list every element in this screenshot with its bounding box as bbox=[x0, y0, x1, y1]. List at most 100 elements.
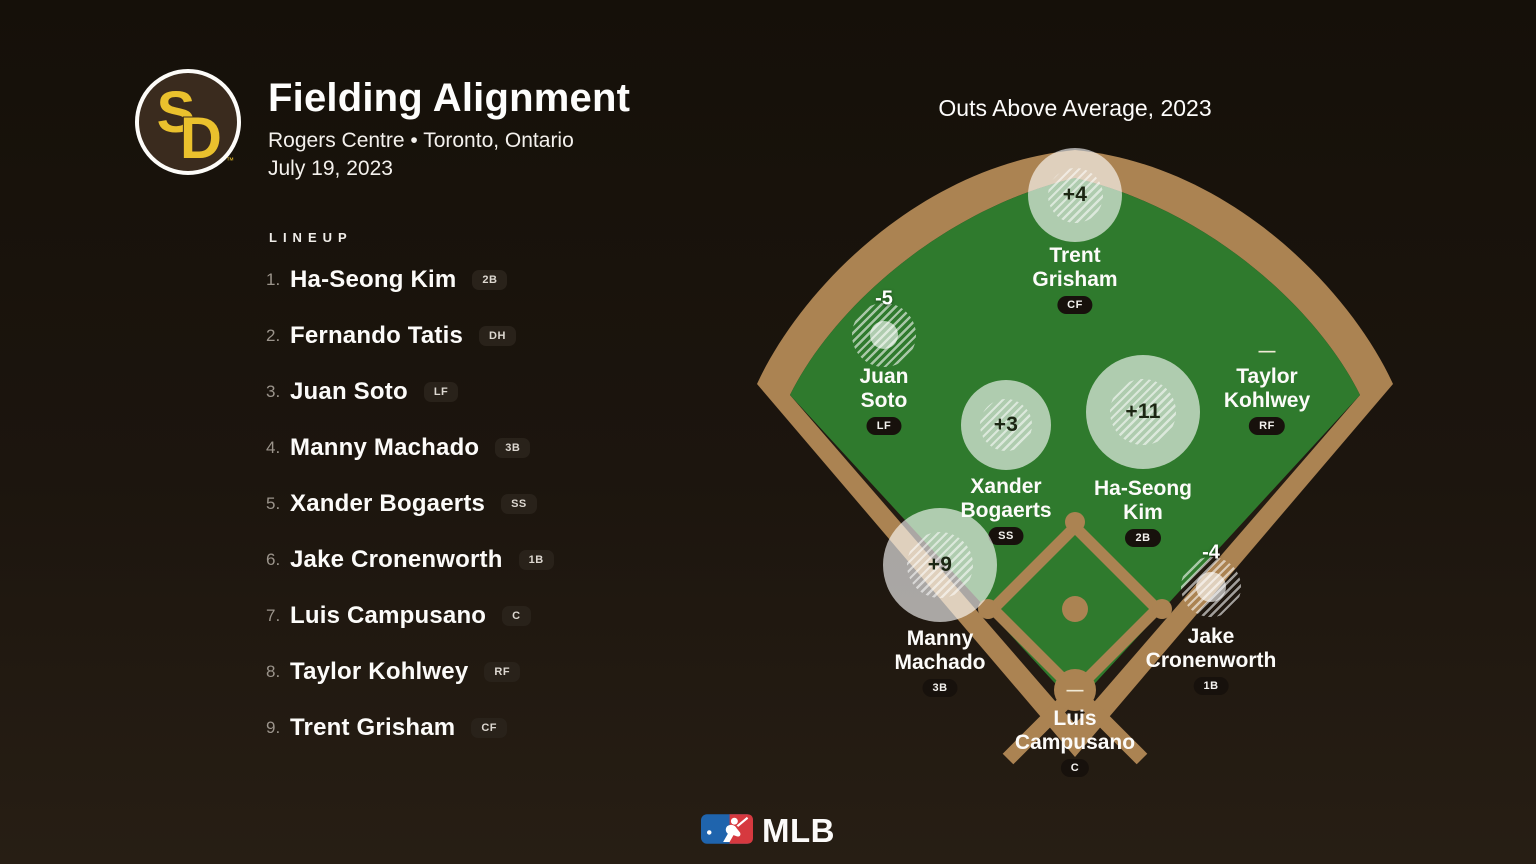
oaa-marker-1b bbox=[1181, 557, 1241, 617]
outfield-grass bbox=[790, 178, 1360, 705]
oaa-marker-2b: +11 bbox=[1086, 355, 1200, 469]
lineup-position-badge: SS bbox=[501, 494, 537, 514]
logo-trademark: ™ bbox=[226, 156, 234, 165]
page-title: Fielding Alignment bbox=[268, 76, 631, 120]
lineup-row: 7. Luis Campusano C bbox=[266, 588, 736, 644]
oaa-value: -4 bbox=[1202, 541, 1220, 564]
position-badge: 3B bbox=[922, 679, 958, 697]
lineup-player-name: Xander Bogaerts bbox=[290, 490, 486, 517]
team-logo: S D ™ bbox=[132, 66, 244, 178]
logo-letter-d: D bbox=[180, 106, 222, 171]
hatch-pattern bbox=[1110, 379, 1176, 445]
lineup-order: 4. bbox=[266, 438, 281, 457]
mlb-logo-icon bbox=[701, 813, 753, 849]
position-badge: LF bbox=[866, 417, 902, 435]
fielder-name: Bogaerts bbox=[960, 498, 1052, 522]
oaa-value: -5 bbox=[875, 287, 893, 310]
lineup-row: 4. Manny Machado 3B bbox=[266, 420, 736, 476]
hatch-pattern bbox=[1047, 167, 1103, 223]
fielder-name: Machado bbox=[894, 650, 986, 674]
lineup-order: 8. bbox=[266, 662, 281, 681]
marker-core bbox=[1196, 572, 1226, 602]
lineup-row: 5. Xander Bogaerts SS bbox=[266, 476, 736, 532]
lineup-order: 6. bbox=[266, 550, 281, 569]
lineup-position-badge: 3B bbox=[495, 438, 531, 458]
fielder-label-3b: Manny Machado 3B bbox=[894, 627, 986, 697]
lineup-player-name: Luis Campusano bbox=[290, 602, 487, 629]
game-date: July 19, 2023 bbox=[268, 157, 393, 180]
hatch-pattern bbox=[907, 532, 973, 598]
marker-core bbox=[870, 321, 898, 349]
field-diagram bbox=[757, 150, 1393, 765]
fielder-label-1b: Jake Cronenworth 1B bbox=[1145, 625, 1277, 695]
lineup-order: 2. bbox=[266, 326, 281, 345]
lineup-order: 9. bbox=[266, 718, 281, 737]
fielder-name: Campusano bbox=[1014, 730, 1136, 754]
lineup-list: 1. Ha-Seong Kim 2B 2. Fernando Tatis DH 3. Juan… bbox=[266, 252, 736, 756]
lineup-label: LINEUP bbox=[269, 230, 353, 245]
venue-text: Rogers Centre • Toronto, Ontario bbox=[268, 129, 574, 152]
mlb-wordmark: MLB bbox=[762, 812, 835, 849]
lineup-row: 8. Taylor Kohlwey RF bbox=[266, 644, 736, 700]
logo-letter-s: S bbox=[157, 80, 196, 145]
field-map: +4 Trent Grisham CF -5 Juan Soto LF +3 Xander Boga… bbox=[740, 130, 1440, 790]
lineup-player-name: Taylor Kohlwey bbox=[290, 658, 469, 685]
lineup-row: 9. Trent Grisham CF bbox=[266, 700, 736, 756]
fielder-name: Xander bbox=[970, 475, 1042, 498]
lineup-player-name: Trent Grisham bbox=[290, 714, 456, 741]
oaa-marker-3b: +9 bbox=[883, 508, 997, 622]
fielder-name: Trent bbox=[1049, 244, 1101, 267]
lineup-player-name: Ha-Seong Kim bbox=[290, 266, 457, 293]
oaa-value: +11 bbox=[1125, 400, 1161, 423]
position-badge: 2B bbox=[1125, 529, 1161, 547]
hatch-pattern bbox=[980, 399, 1032, 451]
fielder-name: Cronenworth bbox=[1145, 648, 1277, 672]
position-badge: RF bbox=[1249, 417, 1285, 435]
lineup-row: 2. Fernando Tatis DH bbox=[266, 308, 736, 364]
fielder-name: Kohlwey bbox=[1223, 388, 1311, 412]
oaa-marker-cf: +4 bbox=[1028, 148, 1122, 242]
lineup-position-badge: C bbox=[502, 606, 531, 626]
footer: MLB bbox=[0, 808, 1536, 854]
oaa-value: +9 bbox=[927, 553, 953, 576]
fielder-label-cf: Trent Grisham CF bbox=[1032, 244, 1118, 314]
position-badge: SS bbox=[988, 527, 1024, 545]
fielder-label-lf: Juan Soto LF bbox=[859, 365, 909, 435]
lineup-row: 3. Juan Soto LF bbox=[266, 364, 736, 420]
oaa-title: Outs Above Average, 2023 bbox=[938, 95, 1212, 121]
lineup-order: 1. bbox=[266, 270, 281, 289]
oaa-no-data: — bbox=[1258, 341, 1276, 360]
lineup-position-badge: LF bbox=[423, 382, 459, 402]
lineup-order: 5. bbox=[266, 494, 281, 513]
fielder-name: Kim bbox=[1123, 500, 1163, 524]
lineup-player-name: Jake Cronenworth bbox=[290, 546, 503, 573]
oaa-value: +4 bbox=[1062, 183, 1088, 206]
lineup-position-badge: 1B bbox=[518, 550, 554, 570]
fielder-label-rf: Taylor Kohlwey RF bbox=[1224, 365, 1310, 435]
oaa-marker-ss: +3 bbox=[961, 380, 1051, 470]
lineup-order: 7. bbox=[266, 606, 281, 625]
lineup-row: 1. Ha-Seong Kim 2B bbox=[266, 252, 736, 308]
lineup-position-badge: RF bbox=[484, 662, 521, 682]
home-plate-circle bbox=[1054, 669, 1096, 711]
header: Fielding Alignment Rogers Centre • Toron… bbox=[268, 76, 630, 181]
fielder-name: Juan bbox=[859, 365, 909, 388]
pitcher-mound bbox=[1062, 596, 1088, 622]
lineup-position-badge: DH bbox=[479, 326, 516, 346]
fielder-label-ss: Xander Bogaerts SS bbox=[960, 475, 1052, 545]
fielder-name: Manny bbox=[906, 627, 974, 650]
position-badge: CF bbox=[1057, 296, 1093, 314]
position-badge: 1B bbox=[1193, 677, 1229, 695]
lineup-position-badge: 2B bbox=[472, 270, 508, 290]
fielder-name: Soto bbox=[860, 388, 908, 412]
lineup-position-badge: CF bbox=[471, 718, 507, 738]
first-base bbox=[1152, 599, 1172, 619]
lineup-player-name: Manny Machado bbox=[290, 434, 480, 461]
oaa-value: +3 bbox=[993, 413, 1019, 436]
fielder-name: Luis bbox=[1053, 707, 1097, 730]
oaa-marker-lf bbox=[852, 303, 916, 367]
padres-logo-icon: S D ™ bbox=[135, 69, 241, 175]
lineup-player-name: Fernando Tatis bbox=[290, 322, 464, 349]
position-badge: C bbox=[1060, 759, 1090, 777]
fielder-name: Grisham bbox=[1032, 267, 1118, 291]
